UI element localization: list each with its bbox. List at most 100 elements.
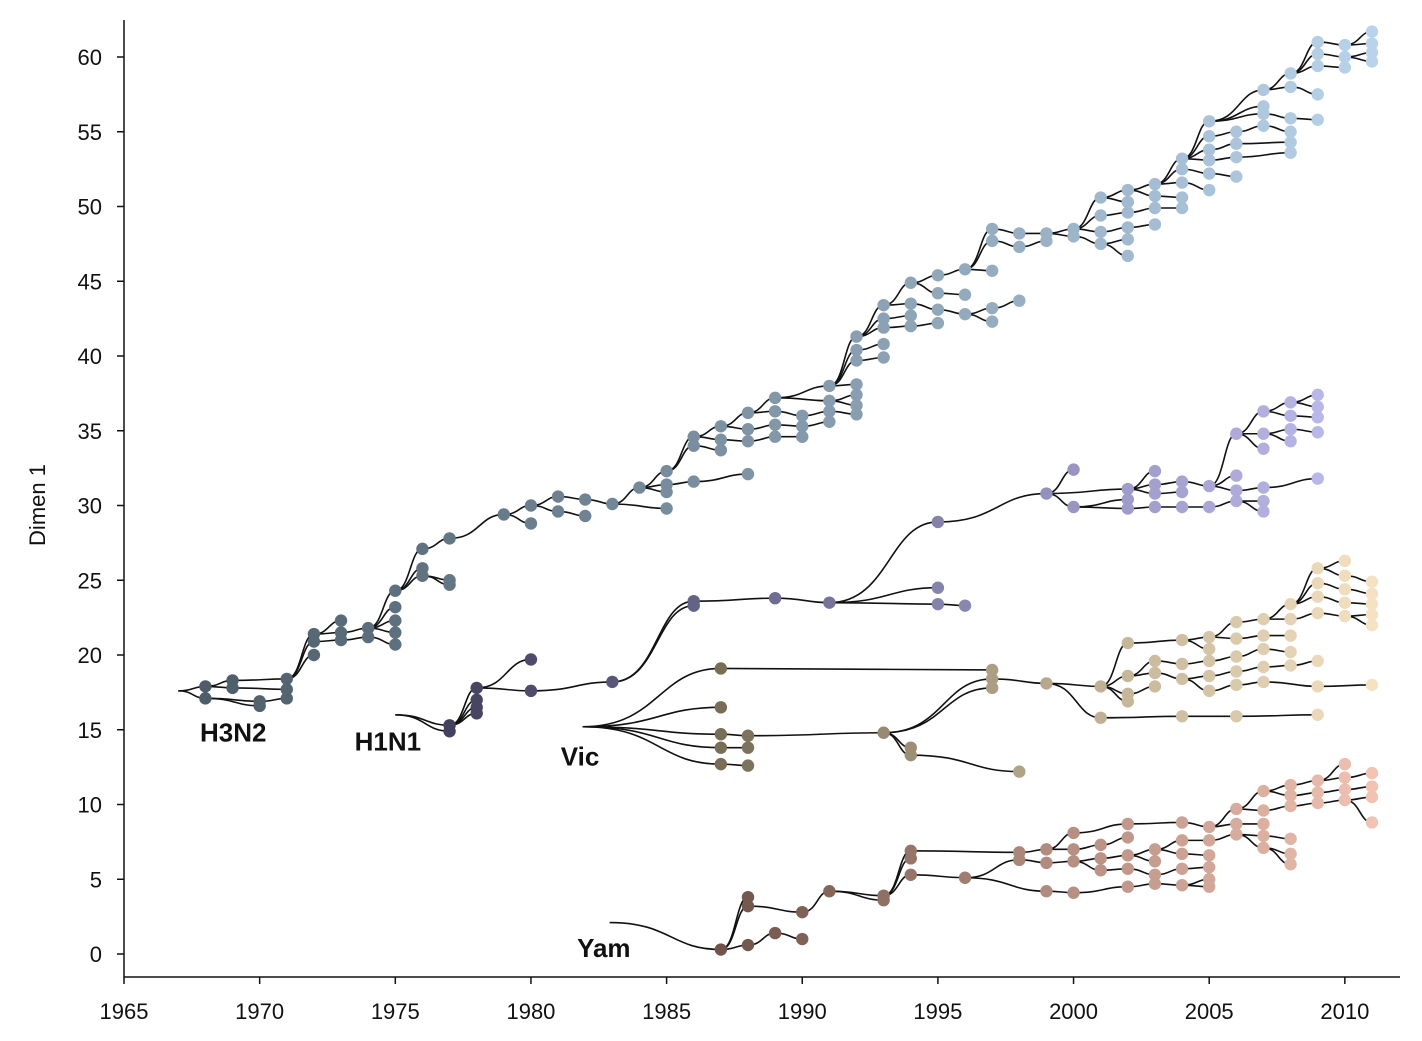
tip-point <box>1094 209 1107 222</box>
tip-point <box>280 683 293 696</box>
tip-point <box>1067 230 1080 243</box>
tree-branch <box>1236 151 1291 158</box>
tree-branch <box>612 503 667 510</box>
tip-point <box>1203 820 1216 834</box>
y-tick-label: 5 <box>90 867 102 892</box>
tip-point <box>796 420 809 433</box>
tip-point <box>1148 680 1162 693</box>
tip-point <box>1203 153 1216 167</box>
tip-point <box>443 578 456 591</box>
tip-point <box>1040 234 1053 248</box>
tip-point <box>1148 487 1162 500</box>
tip-point <box>389 600 402 614</box>
x-tick-label: 1995 <box>913 999 962 1024</box>
tip-point <box>1365 678 1379 692</box>
tip-point <box>931 515 945 529</box>
tip-point <box>877 298 890 312</box>
tip-point <box>1094 237 1107 251</box>
tip-point <box>904 276 917 289</box>
tip-point <box>1365 587 1379 600</box>
tip-point <box>850 399 863 412</box>
tip-point <box>579 493 592 506</box>
tip-point <box>1284 146 1297 159</box>
tip-point <box>1257 784 1270 798</box>
tip-point <box>741 759 755 772</box>
branches-layer <box>178 30 1373 951</box>
tip-point <box>1094 852 1107 865</box>
tip-point <box>904 868 917 881</box>
tip-point <box>1067 826 1080 840</box>
tip-point <box>606 497 619 511</box>
y-ticks: 0 5 10 15 20 25 30 35 40 45 50 55 60 <box>78 45 124 967</box>
tip-point <box>1203 861 1216 874</box>
tip-point <box>660 485 673 499</box>
tip-point <box>850 343 863 357</box>
tip-point <box>741 899 755 913</box>
tip-point <box>524 653 538 666</box>
tip-point <box>1338 38 1352 52</box>
tip-point <box>1365 780 1379 793</box>
tip-point <box>1094 711 1107 724</box>
tip-point <box>1284 645 1297 659</box>
tip-point <box>1284 423 1297 436</box>
tip-point <box>1257 612 1270 626</box>
tip-point <box>796 430 809 443</box>
tip-point <box>1284 67 1297 80</box>
tip-point <box>1121 862 1135 875</box>
y-tick-label: 10 <box>78 793 102 818</box>
tip-point <box>1365 790 1379 804</box>
tip-point <box>1148 464 1162 478</box>
tip-point <box>768 418 782 431</box>
tip-point <box>1121 482 1135 496</box>
tree-branch <box>937 492 1047 523</box>
tip-point <box>1257 629 1270 642</box>
tip-point <box>1311 472 1324 485</box>
tip-point <box>714 420 728 433</box>
tip-point <box>1338 609 1352 623</box>
tip-point <box>741 406 755 420</box>
tip-point <box>307 648 321 662</box>
tip-point <box>1040 885 1053 898</box>
tip-point <box>579 509 592 523</box>
tip-point <box>1338 771 1352 784</box>
tip-point <box>1311 796 1324 810</box>
tip-point <box>1121 880 1135 893</box>
tip-point <box>741 729 755 742</box>
tip-point <box>796 932 809 946</box>
tip-point <box>1311 88 1324 101</box>
tip-point <box>226 681 239 695</box>
tip-point <box>1230 150 1243 164</box>
tip-point <box>280 672 293 686</box>
tip-point <box>796 409 809 422</box>
tip-point <box>1175 485 1189 499</box>
tip-point <box>1338 50 1352 64</box>
tree-branch <box>1073 498 1128 508</box>
tip-point <box>1230 427 1243 440</box>
tip-point <box>1338 61 1352 74</box>
tree-branch <box>612 600 694 683</box>
tip-point <box>850 378 863 391</box>
tip-point <box>1365 25 1379 38</box>
tip-point <box>1311 113 1324 126</box>
tip-point <box>714 443 728 457</box>
tip-point <box>1175 834 1189 847</box>
tip-point <box>714 741 728 754</box>
tip-point <box>1311 411 1324 424</box>
tip-point <box>741 423 755 436</box>
tip-point <box>1365 766 1379 780</box>
tip-point <box>1203 630 1216 644</box>
tree-branch <box>476 658 531 689</box>
tip-point <box>714 943 728 956</box>
tip-point <box>904 319 917 333</box>
tip-point <box>1121 249 1135 263</box>
tip-point <box>904 748 917 762</box>
tip-point <box>416 542 429 556</box>
tip-point <box>1284 125 1297 138</box>
tip-point <box>1013 853 1026 867</box>
tip-point <box>1148 478 1162 491</box>
tip-point <box>1121 195 1135 209</box>
tip-point <box>1094 838 1107 852</box>
tip-point <box>850 330 863 343</box>
tip-point <box>1203 880 1216 893</box>
tip-point <box>389 626 402 639</box>
